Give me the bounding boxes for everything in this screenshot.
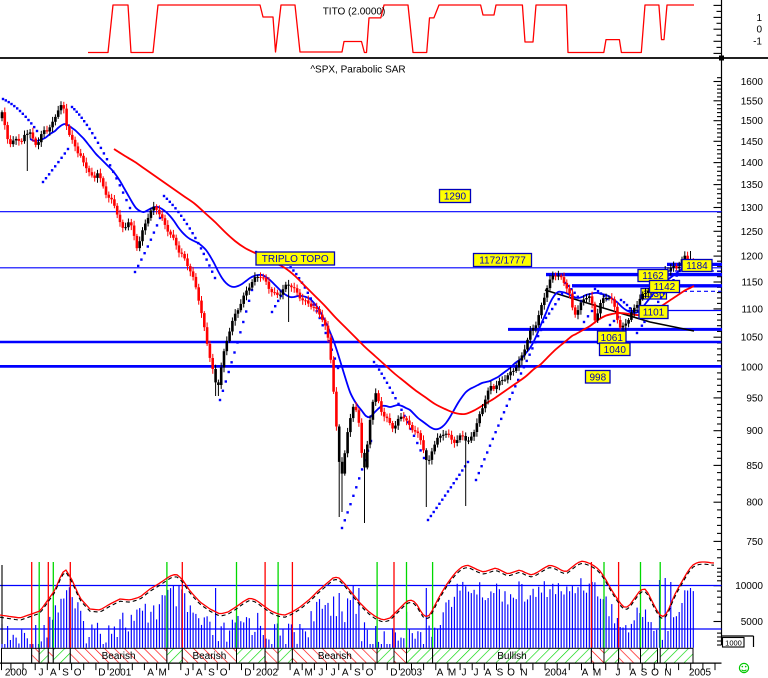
svg-text:M: M [593,668,601,678]
svg-text:1500: 1500 [741,116,764,127]
svg-text:J: J [616,668,621,678]
svg-text:D: D [98,668,105,678]
svg-text:-1: -1 [753,37,762,48]
svg-text:D: D [244,668,251,678]
svg-text:1150: 1150 [741,278,763,289]
svg-text:J: J [462,668,467,678]
svg-text:A: A [437,668,444,678]
svg-text:850: 850 [746,461,763,472]
svg-text:1162: 1162 [642,271,664,282]
svg-text:O: O [74,668,82,678]
svg-text:2004: 2004 [545,668,568,678]
svg-text:1200: 1200 [741,252,764,263]
svg-text:S: S [354,668,361,678]
svg-text:S: S [208,668,215,678]
svg-text:A: A [196,668,203,678]
svg-text:O: O [651,668,659,678]
svg-text:M: M [159,668,167,678]
svg-text:2005: 2005 [689,668,712,678]
svg-text:S: S [641,668,648,678]
svg-text:10000: 10000 [735,581,763,592]
svg-text:1450: 1450 [741,137,764,148]
svg-text:1050: 1050 [741,333,764,344]
svg-text:A: A [582,668,589,678]
svg-text:TRIPLO TOPO: TRIPLO TOPO [262,254,329,265]
svg-text:A: A [485,668,492,678]
svg-text:J: J [185,668,190,678]
svg-text:900: 900 [746,426,763,437]
svg-text:Bearish: Bearish [102,651,136,662]
svg-text:S: S [497,668,504,678]
svg-text:1250: 1250 [741,227,764,238]
svg-text:1600: 1600 [741,77,764,88]
svg-text:D: D [390,668,397,678]
svg-text:950: 950 [746,393,763,404]
svg-text:J: J [39,668,44,678]
svg-text:N: N [664,668,671,678]
svg-text:A: A [342,668,349,678]
svg-text:1172/1777: 1172/1777 [479,256,526,267]
svg-text:1550: 1550 [741,96,764,107]
svg-text:2002: 2002 [256,668,279,678]
svg-text:1290: 1290 [444,192,467,203]
svg-text:Bullish: Bullish [497,651,526,662]
svg-text:998: 998 [589,372,606,383]
svg-text:1184: 1184 [686,261,708,272]
svg-text:1142: 1142 [654,282,676,293]
svg-text:1061: 1061 [601,333,624,344]
svg-text:A: A [630,668,637,678]
svg-text:O: O [507,668,515,678]
svg-text:O: O [366,668,374,678]
svg-text:M: M [448,668,456,678]
svg-text:1350: 1350 [741,180,764,191]
svg-text:1000: 1000 [741,362,764,373]
svg-text:A: A [293,668,300,678]
svg-text:S: S [62,668,69,678]
svg-text:2001: 2001 [109,668,132,678]
svg-text:^SPX, Parabolic SAR: ^SPX, Parabolic SAR [310,65,405,76]
svg-text:800: 800 [746,498,763,509]
svg-text:1040: 1040 [604,345,627,356]
svg-text:O: O [220,668,228,678]
svg-text:TITO (2.0000): TITO (2.0000) [323,7,386,18]
svg-text:A: A [147,668,154,678]
svg-text:J: J [318,668,323,678]
svg-text:1101: 1101 [643,308,665,319]
svg-text:2003: 2003 [400,668,423,678]
svg-text:750: 750 [746,537,763,548]
svg-text:N: N [520,668,527,678]
svg-text:J: J [331,668,336,678]
svg-text:J: J [474,668,479,678]
svg-text:0: 0 [756,25,762,36]
svg-text:1136: 1136 [643,289,665,300]
svg-text:1400: 1400 [741,158,764,169]
svg-text:Bearish: Bearish [318,651,352,662]
svg-text:M: M [305,668,313,678]
svg-text:1100: 1100 [741,304,763,315]
svg-text:1: 1 [756,13,762,24]
svg-text:1000: 1000 [725,638,742,647]
svg-text:Bearish: Bearish [192,651,226,662]
svg-text:A: A [50,668,57,678]
svg-text:2000: 2000 [5,668,28,678]
svg-text:1300: 1300 [741,203,764,214]
svg-text:5000: 5000 [741,617,764,628]
